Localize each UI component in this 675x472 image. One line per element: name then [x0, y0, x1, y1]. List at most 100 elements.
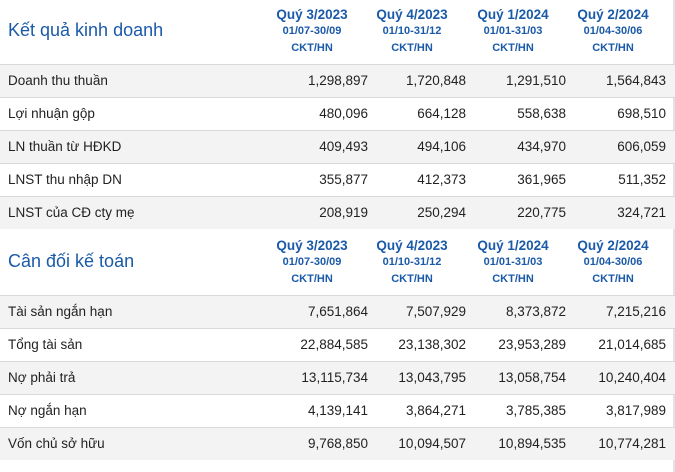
- cell-value: 324,721: [617, 205, 666, 220]
- row-label: Lợi nhuận gộp: [8, 106, 95, 121]
- cell-value: 3,785,385: [505, 403, 566, 418]
- cell-value: 13,058,754: [498, 370, 566, 385]
- column-range: 01/10-31/12: [382, 256, 442, 268]
- cell-value: 1,720,848: [405, 73, 466, 88]
- table-row: Lợi nhuận gộp 480,096 664,128 558,638 69…: [0, 97, 675, 130]
- column-unit: CKT/HN: [391, 273, 433, 285]
- column-quarter: Quý 3/2023: [276, 238, 348, 253]
- column-quarter: Quý 1/2024: [477, 238, 549, 253]
- table-row: Nợ ngắn hạn 4,139,141 3,864,271 3,785,38…: [0, 394, 675, 427]
- cell-value: 22,884,585: [300, 337, 368, 352]
- row-label: Vốn chủ sở hữu: [8, 436, 105, 451]
- column-range: 01/04-30/06: [583, 25, 643, 37]
- column-quarter: Quý 2/2024: [577, 238, 649, 253]
- balance-sheet-title: Cân đối kế toán: [8, 251, 135, 271]
- column-unit: CKT/HN: [291, 42, 333, 54]
- cell-value: 208,919: [319, 205, 368, 220]
- column-unit: CKT/HN: [391, 42, 433, 54]
- cell-value: 21,014,685: [598, 337, 666, 352]
- row-label: Tài sản ngắn hạn: [8, 304, 113, 319]
- column-range: 01/01-31/03: [483, 256, 543, 268]
- cell-value: 9,768,850: [307, 436, 368, 451]
- business-results-section: Kết quả kinh doanh Quý 3/2023 01/07-30/0…: [0, 0, 675, 229]
- table-row: LNST của CĐ cty mẹ 208,919 250,294 220,7…: [0, 196, 675, 229]
- cell-value: 220,775: [517, 205, 566, 220]
- business-results-table: Doanh thu thuần 1,298,897 1,720,848 1,29…: [0, 64, 675, 229]
- row-label: Doanh thu thuần: [8, 73, 108, 88]
- cell-value: 23,953,289: [498, 337, 566, 352]
- row-label: LNST của CĐ cty mẹ: [8, 205, 135, 220]
- cell-value: 1,298,897: [307, 73, 368, 88]
- cell-value: 409,493: [319, 139, 368, 154]
- column-range: 01/01-31/03: [483, 25, 543, 37]
- cell-value: 511,352: [618, 172, 666, 187]
- column-header-q4-2023: Quý 4/2023 01/10-31/12 CKT/HN: [362, 237, 462, 288]
- cell-value: 23,138,302: [398, 337, 466, 352]
- cell-value: 494,106: [417, 139, 466, 154]
- table-row: LNST thu nhập DN 355,877 412,373 361,965…: [0, 163, 675, 196]
- table-row: Doanh thu thuần 1,298,897 1,720,848 1,29…: [0, 64, 675, 97]
- row-label: Nợ ngắn hạn: [8, 403, 87, 418]
- column-header-q4-2023: Quý 4/2023 01/10-31/12 CKT/HN: [362, 6, 462, 57]
- cell-value: 664,128: [417, 106, 466, 121]
- cell-value: 606,059: [617, 139, 666, 154]
- column-unit: CKT/HN: [592, 273, 634, 285]
- column-unit: CKT/HN: [492, 42, 534, 54]
- column-quarter: Quý 4/2023: [376, 7, 448, 22]
- cell-value: 7,507,929: [405, 304, 466, 319]
- column-unit: CKT/HN: [291, 273, 333, 285]
- table-row: Tài sản ngắn hạn 7,651,864 7,507,929 8,3…: [0, 295, 675, 328]
- balance-sheet-section: Cân đối kế toán Quý 3/2023 01/07-30/09 C…: [0, 231, 675, 460]
- cell-value: 698,510: [617, 106, 666, 121]
- column-range: 01/10-31/12: [382, 25, 442, 37]
- cell-value: 4,139,141: [307, 403, 368, 418]
- column-range: 01/07-30/09: [282, 256, 342, 268]
- cell-value: 13,115,734: [301, 370, 368, 385]
- row-label: Nợ phải trả: [8, 370, 76, 385]
- cell-value: 10,774,281: [598, 436, 666, 451]
- table-row: Vốn chủ sở hữu 9,768,850 10,094,507 10,8…: [0, 427, 675, 460]
- cell-value: 434,970: [517, 139, 566, 154]
- row-label: LNST thu nhập DN: [8, 172, 122, 187]
- row-label: LN thuần từ HĐKD: [8, 139, 122, 154]
- column-quarter: Quý 4/2023: [376, 238, 448, 253]
- column-unit: CKT/HN: [592, 42, 634, 54]
- balance-sheet-table: Tài sản ngắn hạn 7,651,864 7,507,929 8,3…: [0, 295, 675, 460]
- column-unit: CKT/HN: [492, 273, 534, 285]
- cell-value: 412,373: [417, 172, 466, 187]
- cell-value: 3,864,271: [405, 403, 466, 418]
- cell-value: 8,373,872: [505, 304, 566, 319]
- table-row: Tổng tài sản 22,884,585 23,138,302 23,95…: [0, 328, 675, 361]
- cell-value: 3,817,989: [605, 403, 666, 418]
- column-header-q3-2023: Quý 3/2023 01/07-30/09 CKT/HN: [262, 6, 362, 57]
- cell-value: 10,894,535: [498, 436, 566, 451]
- table-row: LN thuần từ HĐKD 409,493 494,106 434,970…: [0, 130, 675, 163]
- column-header-q1-2024: Quý 1/2024 01/01-31/03 CKT/HN: [463, 237, 563, 288]
- cell-value: 7,215,216: [605, 304, 666, 319]
- table-row: Nợ phải trả 13,115,734 13,043,795 13,058…: [0, 361, 675, 394]
- row-label: Tổng tài sản: [8, 337, 83, 352]
- cell-value: 1,291,510: [505, 73, 566, 88]
- cell-value: 250,294: [417, 205, 466, 220]
- cell-value: 7,651,864: [307, 304, 368, 319]
- column-quarter: Quý 2/2024: [577, 7, 649, 22]
- column-range: 01/04-30/06: [583, 256, 643, 268]
- cell-value: 10,240,404: [598, 370, 666, 385]
- cell-value: 355,877: [319, 172, 368, 187]
- cell-value: 480,096: [319, 106, 368, 121]
- cell-value: 13,043,795: [398, 370, 466, 385]
- column-header-q1-2024: Quý 1/2024 01/01-31/03 CKT/HN: [463, 6, 563, 57]
- cell-value: 1,564,843: [605, 73, 666, 88]
- right-edge-divider: [673, 0, 675, 472]
- business-results-header: Kết quả kinh doanh Quý 3/2023 01/07-30/0…: [0, 0, 675, 64]
- cell-value: 558,638: [517, 106, 566, 121]
- cell-value: 10,094,507: [398, 436, 466, 451]
- balance-sheet-header: Cân đối kế toán Quý 3/2023 01/07-30/09 C…: [0, 231, 675, 295]
- column-header-q2-2024: Quý 2/2024 01/04-30/06 CKT/HN: [563, 237, 663, 288]
- cell-value: 361,965: [517, 172, 566, 187]
- business-results-title: Kết quả kinh doanh: [8, 20, 164, 40]
- column-range: 01/07-30/09: [282, 25, 342, 37]
- column-quarter: Quý 1/2024: [477, 7, 549, 22]
- column-quarter: Quý 3/2023: [276, 7, 348, 22]
- column-header-q3-2023: Quý 3/2023 01/07-30/09 CKT/HN: [262, 237, 362, 288]
